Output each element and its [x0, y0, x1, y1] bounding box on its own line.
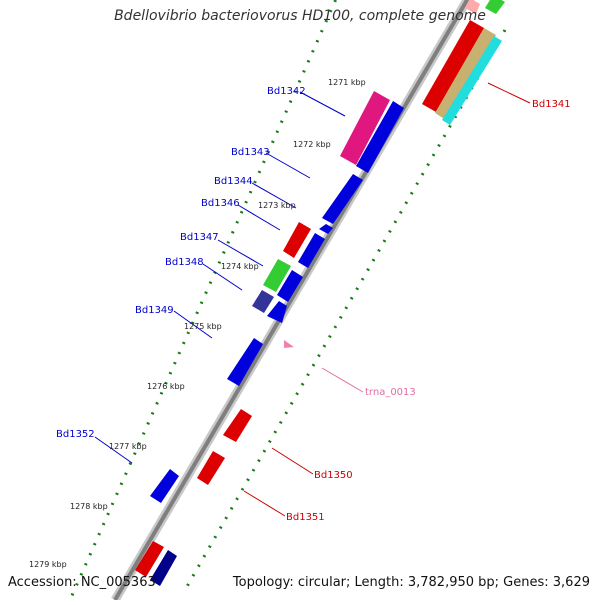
gene-label-bd1348[interactable]: Bd1348: [165, 257, 204, 268]
leader-bd1341: [487, 82, 531, 104]
topology-text: Topology: circular; Length: 3,782,950 bp…: [232, 575, 590, 590]
gene-label-bd1344[interactable]: Bd1344: [214, 176, 253, 187]
leader-bd1342: [299, 91, 346, 117]
gene-label-bd1350[interactable]: Bd1350: [314, 470, 353, 481]
inner-tick-track: [183, 29, 507, 591]
kbp-tick-label: 1279 kbp: [29, 560, 67, 569]
leader-bd1352: [94, 436, 133, 464]
gene-label-bd1347[interactable]: Bd1347: [180, 232, 219, 243]
gene-label-bd1351[interactable]: Bd1351: [286, 512, 325, 523]
leader-trna-0013: [321, 367, 364, 393]
kbp-tick-label: 1277 kbp: [109, 442, 147, 451]
kbp-tick-label: 1278 kbp: [70, 502, 108, 511]
gene-bd1341c-feature[interactable]: [442, 36, 502, 125]
gene-label-bd1343[interactable]: Bd1343: [231, 147, 270, 158]
gene-label-bd1346[interactable]: Bd1346: [201, 198, 240, 209]
gene-bd1354-feature[interactable]: [150, 550, 177, 586]
gene-bd1351-feature[interactable]: [197, 451, 225, 485]
gene-bd1344b-feature[interactable]: [319, 224, 333, 234]
gene-label-bd1342[interactable]: Bd1342: [267, 86, 306, 97]
gene-bd1341d-feature[interactable]: [485, 0, 505, 14]
accession-text: Accession: NC_005363: [8, 575, 156, 590]
leader-bd1346: [237, 204, 281, 231]
kbp-tick-label: 1273 kbp: [258, 201, 296, 210]
gene-bd1341e-feature[interactable]: [465, 0, 480, 14]
trna-0013-feature[interactable]: [284, 340, 294, 348]
kbp-tick-label: 1271 kbp: [328, 78, 366, 87]
gene-bd1348b-feature[interactable]: [277, 270, 303, 302]
gene-bd1349b-feature[interactable]: [267, 301, 287, 323]
gene-label-bd1341[interactable]: Bd1341: [532, 99, 571, 110]
gene-bd1347-feature[interactable]: [283, 222, 311, 258]
leader-bd1343: [265, 152, 311, 179]
genome-backbone-core: [113, 0, 470, 602]
leader-bd1347: [217, 239, 264, 267]
gene-bd1349a-feature[interactable]: [252, 290, 274, 313]
outer-tick-track: [68, 0, 338, 601]
leader-bd1350: [271, 447, 314, 475]
kbp-tick-label: 1274 kbp: [221, 262, 259, 271]
leader-bd1348: [202, 263, 243, 291]
gene-bd1344-feature[interactable]: [322, 174, 363, 224]
gene-label-trna-0013[interactable]: trna_0013: [365, 387, 416, 398]
gene-bd1343-feature[interactable]: [356, 101, 404, 173]
leader-bd1351: [243, 490, 286, 517]
gene-label-bd1352[interactable]: Bd1352: [56, 429, 95, 440]
gene-bd1349-feature[interactable]: [227, 338, 263, 386]
gene-bd1353-feature[interactable]: [135, 541, 164, 577]
kbp-tick-label: 1272 kbp: [293, 140, 331, 149]
gene-bd1341b-feature[interactable]: [435, 28, 496, 120]
gene-bd1347b-feature[interactable]: [298, 233, 325, 268]
leader-bd1344: [251, 182, 297, 209]
gene-bd1352-feature[interactable]: [150, 469, 179, 503]
map-title: Bdellovibrio bacteriovorus HD100, comple…: [114, 8, 486, 24]
kbp-tick-label: 1276 kbp: [147, 382, 185, 391]
gene-bd1350-feature[interactable]: [223, 409, 252, 442]
gene-bd1341-feature[interactable]: [422, 20, 484, 112]
kbp-tick-label: 1275 kbp: [184, 322, 222, 331]
gene-bd1342-feature[interactable]: [340, 91, 390, 165]
gene-bd1348-feature[interactable]: [263, 259, 291, 292]
leader-bd1349: [173, 310, 213, 339]
gene-label-bd1349[interactable]: Bd1349: [135, 305, 174, 316]
